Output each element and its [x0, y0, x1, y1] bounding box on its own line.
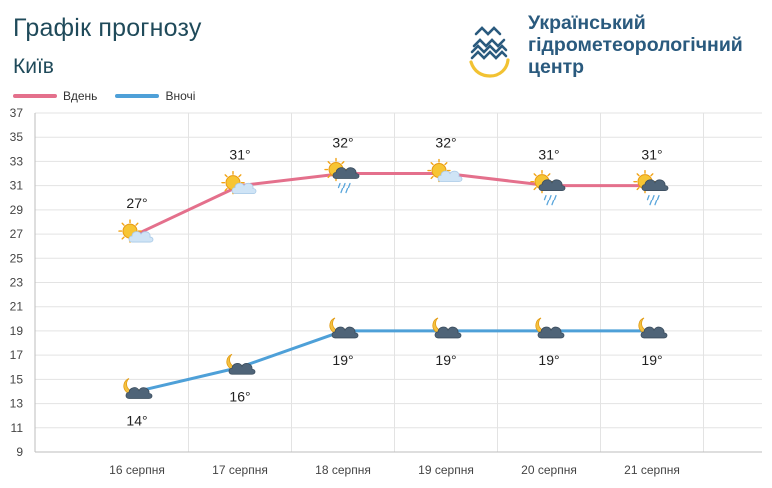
day-temp-label: 32° [435, 135, 456, 151]
org-line-1: Український [528, 12, 646, 34]
moon-cloud-icon [329, 317, 359, 339]
y-axis: 37 35 33 31 29 27 25 23 21 19 17 15 13 11 9 [10, 106, 762, 459]
y-tick-label: 15 [10, 372, 24, 386]
hydromet-logo-icon [469, 26, 510, 78]
moon-cloud-icon [432, 317, 462, 339]
sun-cloud-rain-icon [530, 169, 566, 206]
temperature-labels: 27° 31° 32° 32° 31° 31° 14° 16° 19° 19° 19° 19° [126, 135, 662, 429]
organization-name: Український гідрометеорологічний центр [528, 12, 743, 78]
night-temp-label: 19° [435, 352, 456, 368]
y-tick-label: 35 [10, 130, 24, 144]
grid [34, 112, 762, 453]
legend-item-night[interactable]: Вночі [115, 89, 195, 103]
sun-cloud-icon [118, 219, 154, 243]
legend-label-day: Вдень [63, 89, 98, 103]
y-tick-label: 21 [10, 300, 24, 314]
sun-cloud-icon [427, 158, 463, 183]
day-temp-label: 27° [126, 195, 147, 211]
moon-cloud-icon [638, 317, 668, 339]
legend-item-day[interactable]: Вдень [13, 89, 97, 103]
day-temp-label: 31° [538, 147, 559, 163]
day-temp-label: 31° [641, 147, 662, 163]
org-line-2: гідрометеорологічний [528, 34, 743, 56]
x-axis: 16 серпня 17 серпня 18 серпня 19 серпня 20 с… [109, 463, 680, 477]
night-temp-label: 16° [229, 388, 250, 404]
legend-swatch-night [115, 94, 160, 98]
weather-icons [118, 157, 669, 399]
day-temp-label: 31° [229, 147, 250, 163]
night-temp-label: 19° [332, 352, 353, 368]
x-tick-label: 18 серпня [315, 463, 371, 477]
chart-title: Графік прогнозу [13, 14, 202, 42]
x-tick-label: 21 серпня [624, 463, 680, 477]
y-tick-label: 9 [16, 445, 23, 459]
y-tick-label: 25 [10, 251, 24, 265]
y-tick-label: 13 [10, 397, 24, 411]
y-tick-label: 29 [10, 203, 24, 217]
night-temp-label: 19° [641, 352, 662, 368]
y-tick-label: 37 [10, 106, 24, 120]
chart-legend: Вдень Вночі [13, 89, 213, 103]
y-tick-label: 19 [10, 324, 24, 338]
y-tick-label: 31 [10, 179, 24, 193]
night-series-line [136, 329, 652, 393]
x-tick-label: 20 серпня [521, 463, 577, 477]
y-tick-label: 33 [10, 154, 24, 168]
day-series-line [136, 172, 652, 236]
y-tick-label: 23 [10, 276, 24, 290]
night-temp-label: 14° [126, 412, 147, 428]
y-tick-label: 11 [11, 421, 24, 435]
x-tick-label: 19 серпня [418, 463, 474, 477]
moon-cloud-icon [535, 317, 565, 339]
night-temp-label: 19° [538, 352, 559, 368]
city-name: Київ [13, 55, 54, 78]
y-tick-label: 17 [10, 348, 24, 362]
y-tick-label: 27 [10, 227, 24, 241]
legend-swatch-day [13, 94, 57, 98]
sun-cloud-rain-icon [324, 157, 360, 194]
org-line-3: центр [528, 56, 585, 78]
series-lines [136, 172, 652, 393]
day-temp-label: 32° [332, 135, 353, 151]
x-tick-label: 17 серпня [212, 463, 268, 477]
legend-label-night: Вночі [165, 89, 196, 103]
sun-cloud-rain-icon [633, 169, 669, 206]
x-tick-label: 16 серпня [109, 463, 165, 477]
